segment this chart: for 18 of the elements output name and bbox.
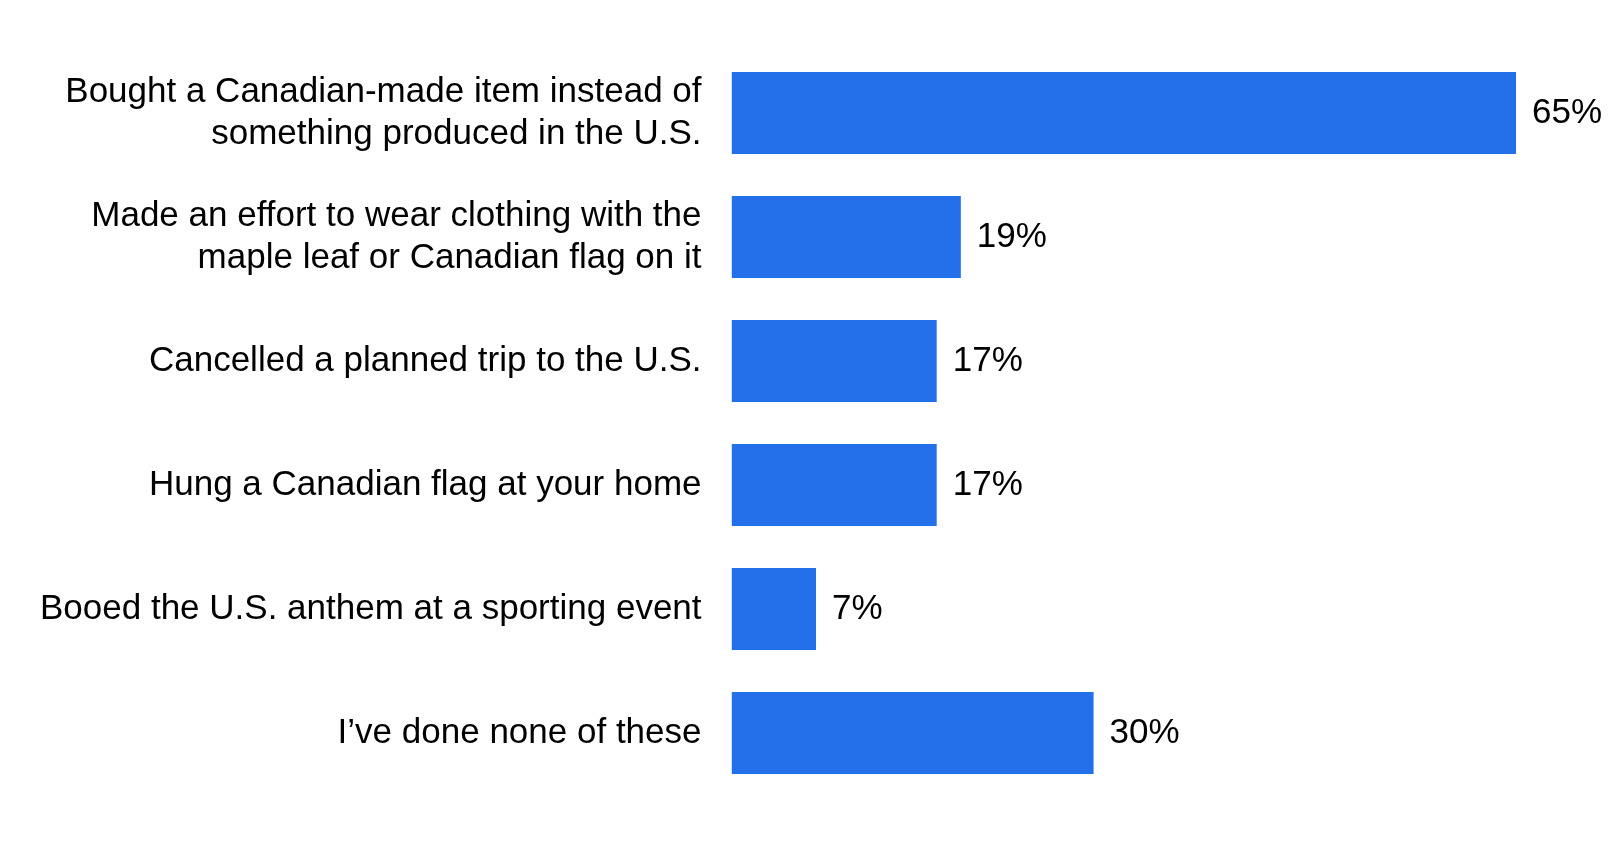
- data-label: 65%: [1532, 90, 1603, 130]
- bar: [731, 320, 937, 402]
- bar: [731, 568, 817, 650]
- y-tick-label: Hung a Canadian flag at your home: [148, 462, 702, 502]
- data-label: 19%: [976, 214, 1047, 254]
- y-tick-label: Booed the U.S. anthem at a sporting event: [40, 586, 702, 626]
- bar: [731, 72, 1516, 154]
- data-label: 30%: [1109, 710, 1180, 750]
- y-tick-label: Cancelled a planned trip to the U.S.: [148, 338, 702, 378]
- y-tick-label: Made an effort to wear clothing with the maple leaf or Canadian flag on it: [91, 193, 702, 275]
- data-label: 7%: [832, 586, 883, 626]
- bar: [731, 196, 961, 278]
- y-tick-label: Bought a Canadian-made item instead of something produced in the U.S.: [65, 69, 702, 151]
- y-tick-label: I’ve done none of these: [337, 710, 702, 750]
- data-label: 17%: [952, 338, 1023, 378]
- data-label: 17%: [952, 462, 1023, 502]
- bar: [731, 444, 937, 526]
- bar: [731, 692, 1094, 774]
